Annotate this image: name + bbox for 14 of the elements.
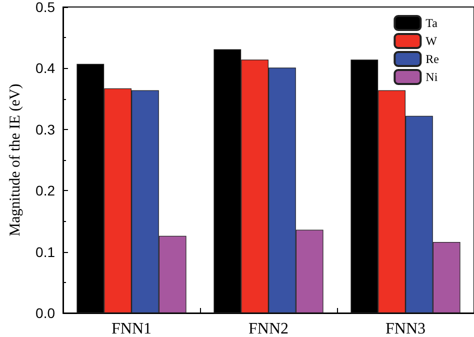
y-tick-label: 0.2 [36, 182, 56, 199]
legend-label: Ni [426, 70, 438, 84]
x-tick-label: FNN3 [385, 320, 426, 337]
y-tick-label: 0.3 [36, 121, 56, 138]
y-tick-label: 0.0 [36, 305, 56, 321]
y-tick-label: 0.5 [36, 0, 56, 15]
y-axis-title: Magnitude of the IE (eV) [8, 84, 24, 236]
x-tick-label: FNN2 [248, 320, 289, 337]
y-tick-label: 0.4 [36, 60, 56, 76]
legend-label: Re [426, 52, 440, 66]
y-tick-label: 0.1 [36, 244, 56, 260]
legend-label: Ta [426, 16, 438, 30]
legend-label: W [426, 34, 438, 48]
x-tick-label: FNN1 [111, 320, 152, 337]
